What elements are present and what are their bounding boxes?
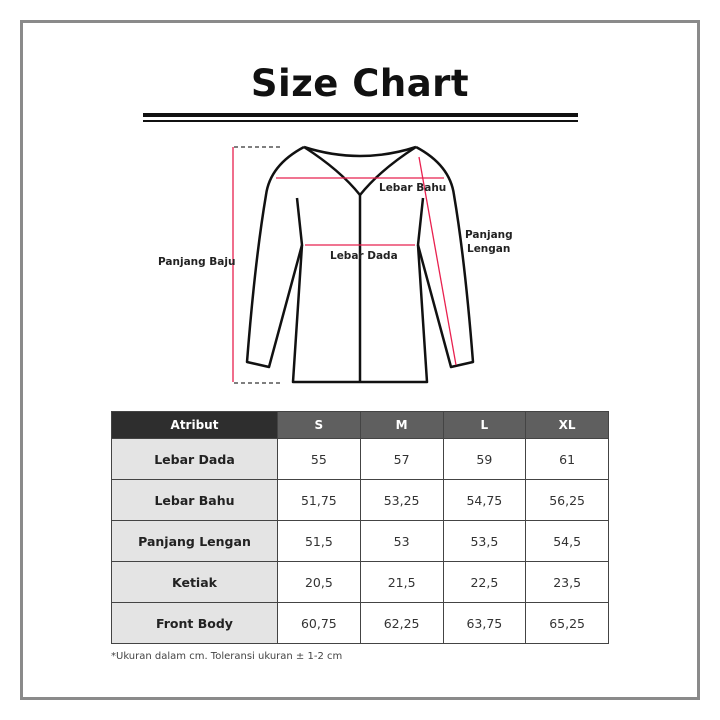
jacket-outline xyxy=(245,145,475,384)
table-row: Lebar Bahu 51,75 53,25 54,75 56,25 xyxy=(111,479,609,521)
panjang-lengan-line xyxy=(418,156,457,366)
title-divider-thin xyxy=(143,120,578,122)
table-row: Front Body 60,75 62,25 63,75 65,25 xyxy=(111,602,609,644)
row-attribute: Lebar Dada xyxy=(111,438,278,480)
size-table: Atribut S M L XL Lebar Dada 55 57 59 61 Lebar… xyxy=(111,411,609,644)
size-value: 65,25 xyxy=(525,602,609,644)
tolerance-note: *Ukuran dalam cm. Toleransi ukuran ± 1-2… xyxy=(111,651,343,662)
size-value: 53,25 xyxy=(359,479,444,521)
size-value: 62,25 xyxy=(359,602,444,644)
header-attribute: Atribut xyxy=(111,411,278,439)
size-value: 56,25 xyxy=(525,479,609,521)
row-attribute: Ketiak xyxy=(111,561,278,603)
label-panjang-baju: Panjang Baju xyxy=(158,256,235,268)
size-value: 21,5 xyxy=(359,561,444,603)
size-value: 54,5 xyxy=(525,520,609,562)
size-value: 23,5 xyxy=(525,561,609,603)
row-attribute: Front Body xyxy=(111,602,278,644)
size-value: 51,75 xyxy=(277,479,361,521)
label-lebar-dada: Lebar Dada xyxy=(330,250,398,262)
size-value: 53,5 xyxy=(442,520,527,562)
row-attribute: Panjang Lengan xyxy=(111,520,278,562)
page-title: Size Chart xyxy=(250,62,470,105)
table-row: Ketiak 20,5 21,5 22,5 23,5 xyxy=(111,561,609,603)
size-value: 57 xyxy=(359,438,444,480)
size-value: 63,75 xyxy=(442,602,527,644)
size-value: 53 xyxy=(359,520,444,562)
size-value: 59 xyxy=(442,438,527,480)
page-frame xyxy=(20,20,700,700)
header-size-xl: XL xyxy=(525,411,609,439)
title-divider xyxy=(143,113,578,117)
row-attribute: Lebar Bahu xyxy=(111,479,278,521)
header-size-s: S xyxy=(277,411,361,439)
size-value: 61 xyxy=(525,438,609,480)
table-row: Panjang Lengan 51,5 53 53,5 54,5 xyxy=(111,520,609,562)
label-panjang-lengan-2: Lengan xyxy=(467,243,510,255)
size-value: 60,75 xyxy=(277,602,361,644)
size-value: 22,5 xyxy=(442,561,527,603)
size-value: 55 xyxy=(277,438,361,480)
table-row: Lebar Dada 55 57 59 61 xyxy=(111,438,609,480)
label-panjang-lengan: Panjang xyxy=(465,229,513,241)
size-value: 20,5 xyxy=(277,561,361,603)
size-value: 51,5 xyxy=(277,520,361,562)
label-lebar-bahu: Lebar Bahu xyxy=(379,182,446,194)
measure-lines xyxy=(232,147,457,382)
table-header-row: Atribut S M L XL xyxy=(111,411,609,439)
garment-diagram: Panjang Baju Lebar Bahu Lebar Dada Panja… xyxy=(158,145,513,384)
header-size-l: L xyxy=(442,411,527,439)
header-size-m: M xyxy=(359,411,444,439)
size-value: 54,75 xyxy=(442,479,527,521)
